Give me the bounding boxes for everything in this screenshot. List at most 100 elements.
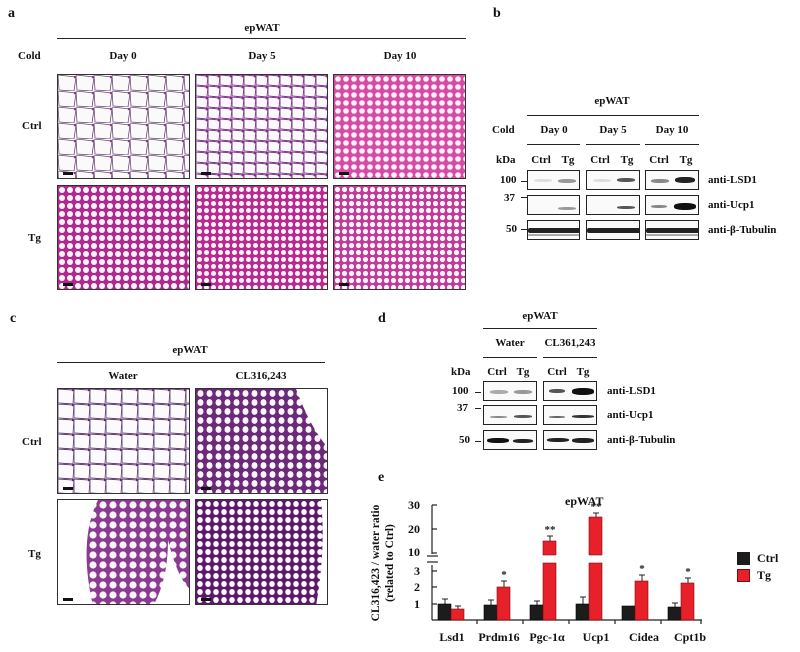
xtick-lsd1: Lsd1 bbox=[439, 630, 465, 644]
histology-image-tg-water bbox=[57, 499, 190, 605]
panel-c-row-ctrl: Ctrl bbox=[22, 436, 42, 448]
panel-a-cold-label: Cold bbox=[18, 50, 41, 62]
panel-d-kda: kDa bbox=[451, 366, 471, 378]
panel-b-lane-3: Ctrl bbox=[590, 154, 610, 166]
panel-b-group-line-1 bbox=[527, 144, 580, 145]
panel-e-letter: e bbox=[378, 470, 385, 485]
panel-a-col-day5: Day 5 bbox=[248, 50, 276, 62]
panel-b-letter: b bbox=[493, 6, 501, 21]
marker-tick bbox=[521, 181, 527, 182]
panel-b-antibody-tubulin: anti-β-Tubulin bbox=[708, 224, 777, 236]
marker-tick bbox=[475, 392, 481, 393]
bar-chart: * ** ** * bbox=[427, 501, 702, 624]
ytick-20: 20 bbox=[408, 522, 420, 536]
panel-a-row-tg: Tg bbox=[28, 232, 41, 244]
bar-group-cidea: * bbox=[621, 563, 649, 621]
panel-d-group-line-1 bbox=[483, 357, 537, 358]
panel-d-divider bbox=[483, 328, 597, 329]
histology-image-tg-day5 bbox=[195, 185, 328, 290]
bar-group-pgc1a: ** bbox=[529, 524, 557, 621]
panel-b-marker-37: 37 bbox=[504, 192, 515, 204]
panel-b-lane-4: Tg bbox=[620, 154, 634, 166]
panel-c-col-water: Water bbox=[108, 370, 138, 382]
ytick-3: 3 bbox=[414, 564, 420, 578]
blot-tubulin-day0 bbox=[527, 220, 580, 240]
panel-a-tissue: epWAT bbox=[244, 22, 280, 34]
marker-tick bbox=[475, 441, 481, 442]
ytick-1: 1 bbox=[414, 597, 420, 611]
legend-label-ctrl: Ctrl bbox=[757, 551, 779, 565]
panel-b-group-line-2 bbox=[586, 144, 640, 145]
xtick-pgc1a: Pgc-1α bbox=[529, 630, 565, 644]
histology-image-tg-cl316243 bbox=[195, 499, 328, 605]
panel-c-divider bbox=[57, 362, 325, 363]
xtick-cidea: Cidea bbox=[629, 630, 659, 644]
panel-a-col-day0: Day 0 bbox=[109, 50, 137, 62]
blot-lsd1-day5 bbox=[586, 170, 640, 190]
panel-c-col-cl: CL316,243 bbox=[235, 370, 287, 382]
bar-group-ucp1: ** bbox=[575, 501, 603, 621]
blot-d-lsd1-cl bbox=[543, 381, 597, 401]
marker-tick bbox=[521, 197, 527, 198]
panel-b-marker-100: 100 bbox=[500, 174, 517, 186]
xtick-cpt1b: Cpt1b bbox=[673, 630, 707, 644]
blot-tubulin-day5 bbox=[586, 220, 640, 240]
panel-b-lane-6: Tg bbox=[679, 154, 693, 166]
panel-d-lane-3: Ctrl bbox=[547, 366, 567, 378]
panel-b-tissue: epWAT bbox=[594, 95, 630, 107]
legend-swatch-ctrl bbox=[737, 552, 750, 565]
legend-swatch-tg bbox=[737, 569, 750, 582]
bar-group-cpt1b: * bbox=[667, 566, 695, 621]
panel-b-group-day0: Day 0 bbox=[540, 124, 568, 136]
panel-d-marker-100: 100 bbox=[452, 385, 469, 397]
panel-b-kda: kDa bbox=[496, 154, 516, 166]
histology-image-ctrl-water bbox=[57, 388, 190, 494]
marker-tick bbox=[521, 229, 527, 230]
panel-d-tissue: epWAT bbox=[522, 310, 558, 322]
svg-text:*: * bbox=[685, 566, 691, 578]
blot-ucp1-day5 bbox=[586, 195, 640, 215]
bar-group-prdm16: * bbox=[483, 569, 511, 621]
panel-d-antibody-ucp1: anti-Ucp1 bbox=[607, 409, 654, 421]
blot-ucp1-day0 bbox=[527, 195, 580, 215]
panel-d-marker-37: 37 bbox=[457, 402, 468, 414]
panel-b-lane-1: Ctrl bbox=[531, 154, 551, 166]
bar-group-lsd1 bbox=[437, 598, 465, 621]
histology-image-tg-day10 bbox=[333, 185, 466, 290]
panel-b-antibody-lsd1: anti-LSD1 bbox=[708, 174, 757, 186]
histology-image-ctrl-day0 bbox=[57, 74, 190, 179]
blot-tubulin-day10 bbox=[645, 220, 699, 240]
panel-b-marker-50: 50 bbox=[506, 223, 517, 235]
blot-d-ucp1-cl bbox=[543, 405, 597, 425]
panel-b-antibody-ucp1: anti-Ucp1 bbox=[708, 199, 755, 211]
panel-d-group-line-2 bbox=[543, 357, 597, 358]
panel-c-tissue: epWAT bbox=[172, 344, 208, 356]
blot-lsd1-day10 bbox=[645, 170, 699, 190]
panel-b-cold-label: Cold bbox=[492, 124, 515, 136]
blot-lsd1-day0 bbox=[527, 170, 580, 190]
svg-text:*: * bbox=[639, 563, 645, 575]
ytick-10: 10 bbox=[408, 545, 420, 559]
panel-d-group-cl: CL361,243 bbox=[544, 337, 596, 349]
blot-d-ucp1-water bbox=[483, 405, 537, 425]
panel-a-col-day10: Day 10 bbox=[383, 50, 417, 62]
panel-c-letter: c bbox=[10, 311, 17, 326]
panel-b-lane-2: Tg bbox=[561, 154, 575, 166]
panel-d-lane-4: Tg bbox=[576, 366, 590, 378]
panel-d-letter: d bbox=[378, 311, 386, 326]
histology-image-ctrl-cl316243 bbox=[195, 388, 328, 494]
panel-b-group-line-3 bbox=[645, 144, 699, 145]
panel-b-lane-5: Ctrl bbox=[649, 154, 669, 166]
panel-a-row-ctrl: Ctrl bbox=[22, 120, 42, 132]
panel-d-lane-2: Tg bbox=[516, 366, 530, 378]
panel-a-letter: a bbox=[8, 6, 15, 21]
svg-text:**: ** bbox=[545, 524, 557, 536]
panel-a-divider bbox=[57, 38, 466, 39]
ytick-2: 2 bbox=[414, 580, 420, 594]
xtick-ucp1: Ucp1 bbox=[582, 630, 610, 644]
panel-d-antibody-lsd1: anti-LSD1 bbox=[607, 385, 656, 397]
chart-ylabel-line1: CL316,423 / water ratio bbox=[370, 504, 382, 622]
ytick-30: 30 bbox=[408, 498, 420, 512]
marker-tick bbox=[475, 408, 481, 409]
